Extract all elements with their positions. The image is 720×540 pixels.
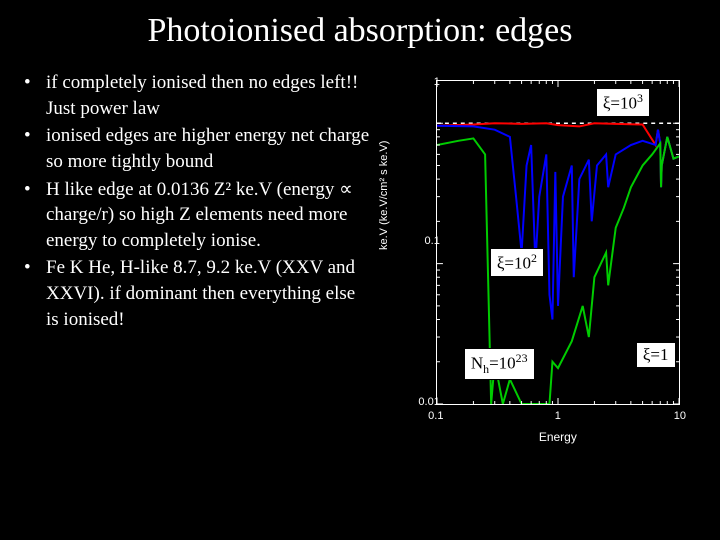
- bullet-item: Fe K He, H-like 8.7, 9.2 ke.V (XXV and X…: [24, 255, 370, 332]
- xtick-label: 0.1: [428, 410, 443, 422]
- chart-box: ke.V (ke.V/cm² s ke.V) 1 0.1 0.01 0.1 1 …: [380, 70, 690, 450]
- ytick-label: 0.01: [418, 396, 439, 408]
- chart-annotation: ξ=102: [490, 248, 544, 277]
- bullet-item: H like edge at 0.0136 Z² ke.V (energy ∝ …: [24, 177, 370, 254]
- ytick-label: 1: [434, 76, 440, 88]
- bullet-item: if completely ionised then no edges left…: [24, 70, 370, 121]
- y-axis-label: ke.V (ke.V/cm² s ke.V): [378, 141, 390, 250]
- xtick-label: 1: [555, 410, 561, 422]
- chart-column: ke.V (ke.V/cm² s ke.V) 1 0.1 0.01 0.1 1 …: [380, 70, 696, 450]
- xtick-label: 10: [674, 410, 686, 422]
- chart-annotation: Nh=1023: [464, 348, 535, 380]
- series-xi1e3: [437, 123, 679, 187]
- slide-title: Photoionised absorption: edges: [24, 12, 696, 50]
- chart-annotation: ξ=1: [636, 342, 676, 368]
- content-row: if completely ionised then no edges left…: [24, 70, 696, 450]
- slide: Photoionised absorption: edges if comple…: [0, 0, 720, 540]
- text-column: if completely ionised then no edges left…: [24, 70, 370, 450]
- bullet-item: ionised edges are higher energy net char…: [24, 123, 370, 174]
- bullet-list: if completely ionised then no edges left…: [24, 70, 370, 332]
- series-xi1e2: [437, 126, 679, 320]
- x-axis-label: Energy: [436, 430, 680, 444]
- chart-annotation: ξ=103: [596, 88, 650, 117]
- ytick-label: 0.1: [425, 235, 440, 247]
